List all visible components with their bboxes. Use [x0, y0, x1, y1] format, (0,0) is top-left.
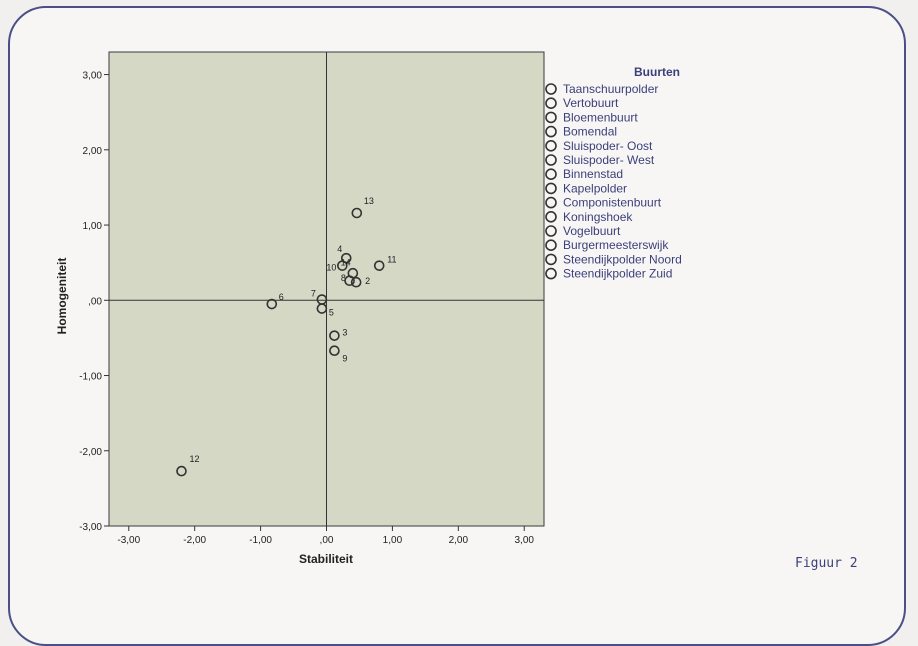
legend-marker — [545, 182, 557, 195]
legend-marker — [545, 225, 557, 237]
legend-marker — [545, 97, 557, 109]
legend-item: Componistenbuurt — [563, 196, 662, 210]
point-label: 12 — [190, 454, 200, 464]
legend-item: Kapelpolder — [563, 181, 627, 195]
legend-marker — [545, 267, 557, 280]
legend-item: Burgermeesterswijk — [563, 238, 669, 252]
x-tick-label: 3,00 — [514, 535, 534, 546]
legend-item: Bomendal — [563, 125, 617, 139]
data-point-7 — [316, 294, 328, 305]
point-label: 8 — [341, 273, 346, 283]
point-label: 6 — [279, 292, 284, 302]
x-tick-label: -3,00 — [117, 535, 140, 546]
x-tick-label: 2,00 — [449, 535, 469, 546]
data-point-13 — [351, 207, 363, 219]
y-tick-label: 2,00 — [83, 146, 103, 157]
legend-marker — [545, 111, 557, 124]
legend-item: Vogelbuurt — [563, 224, 621, 238]
data-point-9 — [329, 345, 340, 356]
y-axis-label: Homogeniteit — [55, 258, 69, 335]
point-label: 13 — [364, 196, 374, 206]
figure-caption: Figuur 2 — [795, 556, 858, 571]
legend-marker — [545, 196, 557, 209]
legend-item: Steendijkpolder Noord — [563, 252, 682, 266]
y-tick-label: 1,00 — [83, 221, 103, 232]
x-axis-label: Stabiliteit — [299, 552, 353, 566]
legend-marker — [545, 154, 557, 166]
legend-item: Binnenstad — [563, 167, 623, 181]
data-point-12 — [176, 465, 187, 477]
point-label: 2 — [365, 276, 370, 286]
y-tick-label: ,00 — [88, 296, 102, 307]
y-tick-label: -2,00 — [79, 447, 102, 458]
scatter-chart: -3,00 -2,00 -1,00,00 1,00 2,00 3,00-3,00-2,00… — [55, 51, 682, 566]
point-label: 14 — [341, 258, 351, 268]
legend-marker — [545, 253, 557, 266]
x-tick-label: 1,00 — [383, 535, 403, 546]
legend-title: Buurten — [634, 65, 680, 79]
point-label: 9 — [342, 354, 347, 364]
point-label: 4 — [337, 244, 342, 254]
legend-marker — [545, 211, 557, 223]
legend-item: Sluispoder- West — [563, 153, 655, 167]
legend-marker — [545, 83, 557, 95]
data-point-2 — [350, 276, 362, 288]
data-point-10 — [337, 260, 348, 271]
legend-item: Sluispoder- Oost — [563, 139, 653, 153]
x-tick-label: -1,00 — [249, 535, 272, 546]
x-tick-label: ,00 — [320, 535, 334, 546]
data-point-6 — [266, 298, 278, 310]
data-point-14 — [344, 275, 355, 287]
legend-marker — [545, 239, 557, 251]
y-tick-label: -1,00 — [79, 372, 102, 383]
point-label: 3 — [342, 328, 347, 338]
legend-item: Taanschuurpolder — [563, 82, 658, 96]
point-label: 7 — [311, 289, 316, 299]
x-tick-label: -2,00 — [183, 535, 206, 546]
legend-item: Bloemenbuurt — [563, 110, 638, 124]
data-point-11 — [373, 260, 385, 271]
legend-item: Vertobuurt — [563, 96, 619, 110]
legend-marker — [545, 140, 557, 152]
y-tick-label: -3,00 — [79, 522, 102, 533]
legend-item: Koningshoek — [563, 210, 633, 224]
point-label: 10 — [326, 263, 336, 273]
y-tick-label: 3,00 — [83, 71, 103, 82]
data-point-3 — [329, 330, 340, 341]
legend-item: Steendijkpolder Zuid — [563, 267, 672, 281]
point-label: 11 — [387, 255, 396, 265]
legend-marker — [545, 125, 557, 138]
point-label: 5 — [329, 308, 334, 318]
legend-marker — [545, 168, 557, 180]
